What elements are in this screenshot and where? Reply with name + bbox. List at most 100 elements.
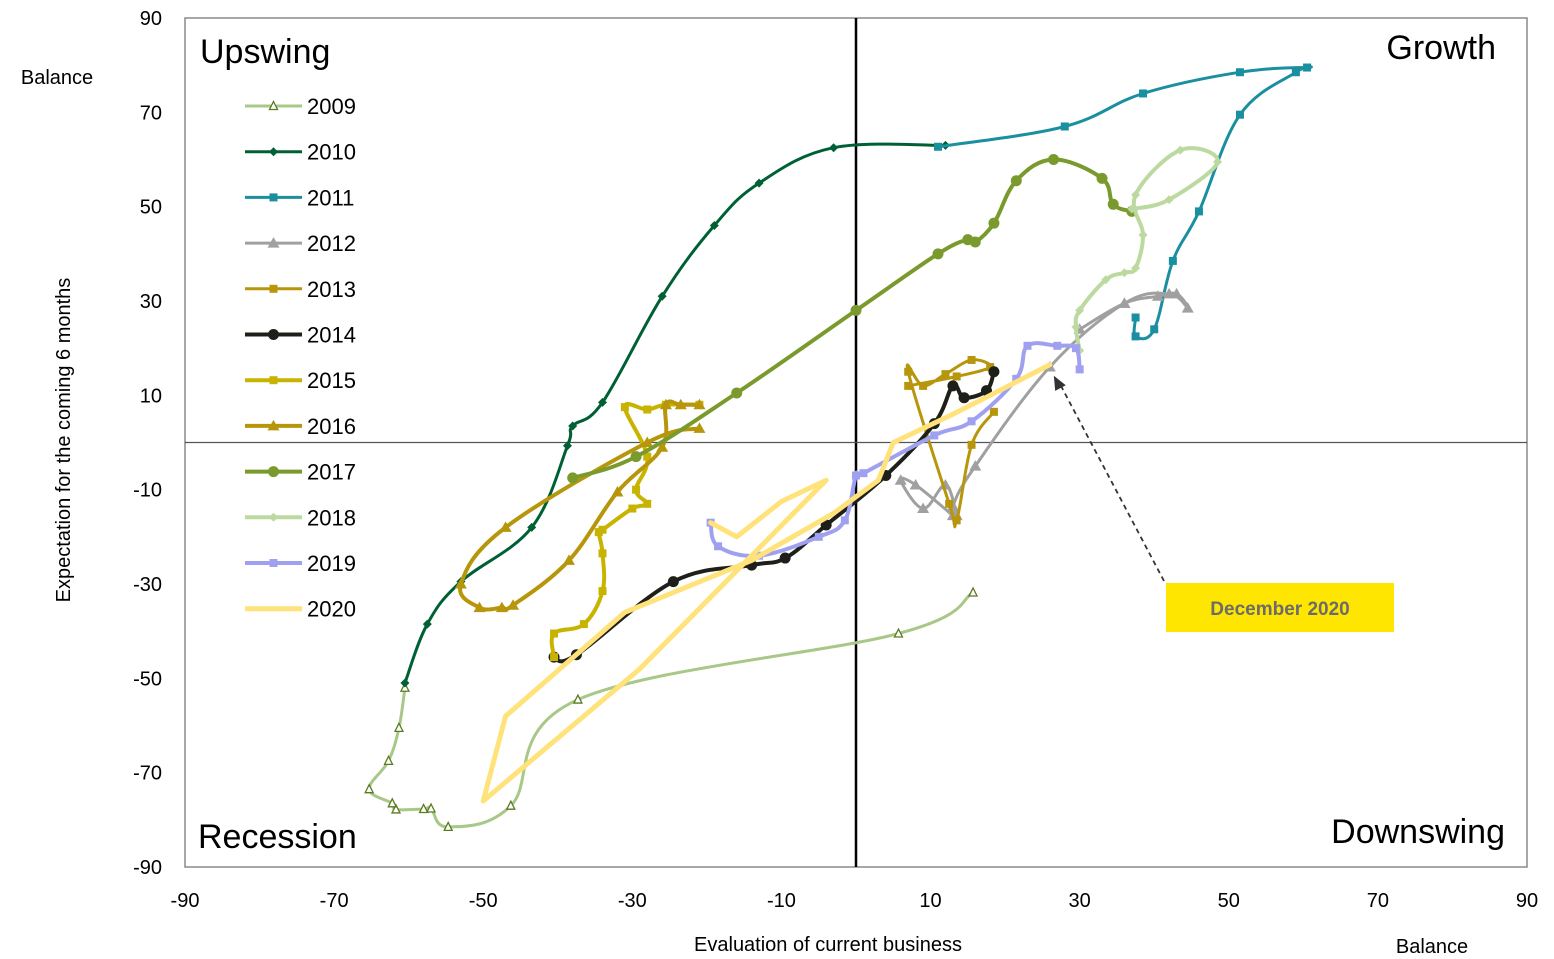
y-tick-label: -90 (133, 857, 162, 879)
data-point-2009 (893, 627, 904, 638)
annotation-box (1166, 583, 1394, 632)
x-tick-label: -90 (171, 890, 200, 912)
data-point-2014 (988, 366, 1000, 378)
data-point-2017 (567, 472, 579, 484)
data-point-2013 (945, 499, 954, 508)
data-point-2016 (473, 601, 486, 613)
legend-label: 2020 (307, 597, 356, 622)
data-point-2019 (1053, 341, 1062, 350)
y-tick-label: 90 (140, 8, 162, 30)
series-2015 (549, 400, 704, 662)
legend-marker (268, 329, 279, 340)
data-point-2011 (1150, 325, 1159, 334)
data-point-2018 (1071, 322, 1081, 332)
y-tick-label: 70 (140, 102, 162, 124)
data-point-2009 (443, 820, 454, 832)
data-point-2012 (1118, 297, 1131, 308)
x-tick-label: 70 (1367, 890, 1389, 912)
data-point-2015 (598, 525, 607, 534)
y-tick-label: 10 (140, 385, 162, 407)
data-point-2010 (709, 221, 719, 231)
data-point-2011 (1303, 63, 1312, 72)
legend-item-2019: 2019 (245, 551, 356, 576)
data-point-2013 (904, 367, 913, 376)
data-point-2011 (1235, 68, 1244, 77)
data-point-2019 (967, 417, 976, 426)
data-point-2019 (930, 431, 939, 440)
data-point-2009 (383, 754, 394, 766)
data-point-2014 (779, 552, 791, 564)
data-point-2012 (1181, 302, 1194, 313)
data-point-2009 (968, 586, 979, 597)
data-point-2011 (1194, 207, 1203, 216)
quadrant-label-upswing: Upswing (200, 33, 330, 71)
data-point-2019 (840, 516, 849, 525)
data-point-2019 (1071, 344, 1080, 353)
data-point-2016 (507, 599, 520, 610)
data-point-2013 (952, 372, 961, 381)
data-point-2012 (894, 474, 907, 485)
data-point-2009 (364, 783, 375, 794)
data-point-2012 (1163, 287, 1176, 299)
data-point-2010 (657, 291, 667, 301)
data-point-2015 (620, 403, 629, 412)
data-point-2017 (988, 217, 1000, 229)
series-2018 (1071, 145, 1223, 356)
legend-label: 2018 (307, 505, 356, 530)
x-tick-label: -50 (469, 890, 498, 912)
x-axis-unit-label: Balance (1396, 936, 1468, 958)
data-point-2010 (400, 678, 410, 688)
data-point-2016 (659, 398, 672, 410)
data-point-2014 (958, 392, 970, 404)
legend-item-2015: 2015 (245, 368, 356, 393)
quadrant-label-growth: Growth (1386, 29, 1496, 67)
data-point-2018 (1213, 157, 1223, 167)
data-point-2019 (852, 471, 860, 480)
data-point-2015 (579, 620, 588, 629)
data-point-2011 (1168, 256, 1177, 265)
data-point-2013 (952, 516, 961, 525)
data-point-2009 (418, 803, 429, 814)
series-line-2016 (458, 399, 702, 612)
series-line-2020 (480, 362, 1053, 804)
x-tick-label: 30 (1069, 890, 1091, 912)
y-tick-label: -30 (133, 574, 162, 596)
data-point-2018 (1101, 275, 1111, 285)
data-point-2014 (667, 576, 679, 588)
data-point-2009 (505, 799, 516, 810)
data-point-2015 (632, 485, 641, 494)
data-point-2019 (859, 469, 868, 478)
data-point-2015 (550, 629, 559, 638)
legend-label: 2010 (307, 140, 356, 165)
data-point-2013 (989, 407, 998, 416)
data-point-2016 (656, 441, 669, 452)
data-point-2011 (1131, 332, 1140, 341)
data-point-2012 (917, 502, 930, 514)
data-point-2018 (1127, 204, 1137, 214)
data-point-2012 (969, 460, 982, 471)
data-point-2016 (641, 436, 654, 447)
data-point-2018 (1131, 263, 1141, 273)
series-line-2009 (367, 591, 975, 829)
data-point-2015 (550, 653, 559, 662)
data-point-2013 (919, 381, 928, 390)
data-point-2010 (562, 441, 572, 451)
series-line-2017 (570, 157, 1134, 480)
legend-marker (268, 100, 279, 111)
data-point-2013 (986, 363, 995, 372)
series-2010 (400, 140, 950, 688)
data-point-2011 (1060, 122, 1069, 131)
legend-label: 2013 (307, 277, 356, 302)
data-point-2009 (572, 693, 583, 704)
legend-marker (267, 237, 280, 248)
data-point-2018 (1119, 268, 1129, 278)
data-point-2013 (967, 440, 976, 449)
legend-label: 2016 (307, 414, 356, 439)
data-point-2019 (814, 532, 823, 541)
data-point-2013 (941, 370, 950, 379)
legend-item-2010: 2010 (245, 140, 356, 165)
y-axis-unit-label: Balance (21, 67, 93, 89)
legend-label: 2009 (307, 94, 356, 119)
legend-item-2014: 2014 (245, 323, 356, 348)
